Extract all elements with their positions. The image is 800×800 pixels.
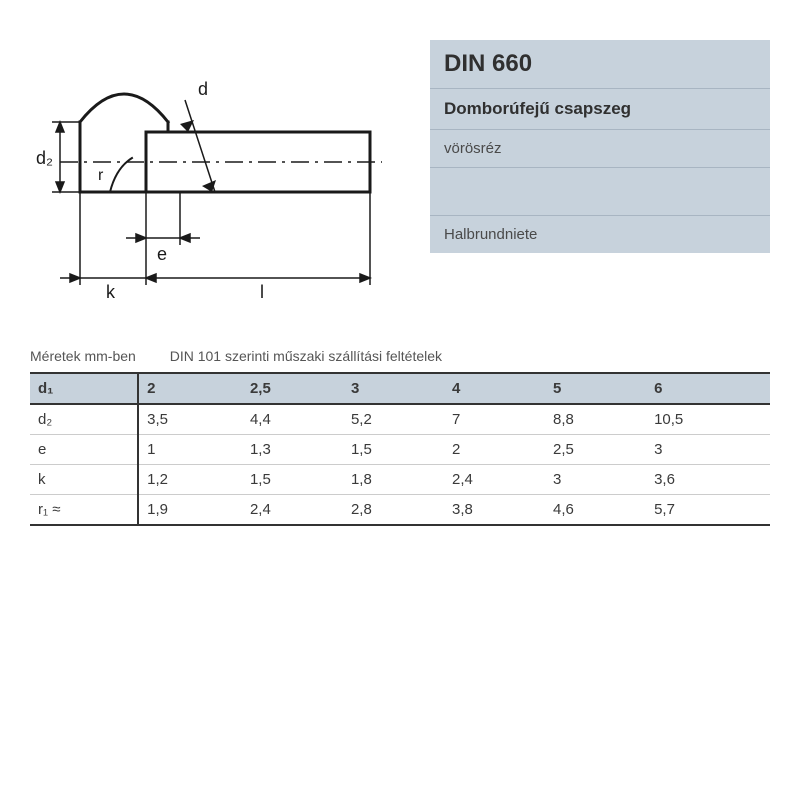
table-cell: 1,5 [343, 435, 444, 465]
table-cell: 2 [444, 435, 545, 465]
caption-units: Méretek mm-ben [30, 348, 136, 364]
table-cell: 3,8 [444, 495, 545, 526]
table-cell: 10,5 [646, 404, 770, 435]
table-row: e11,31,522,53 [30, 435, 770, 465]
caption-note: DIN 101 szerinti műszaki szállítási felt… [170, 348, 442, 364]
col-header: 6 [646, 373, 770, 404]
table-cell: 1,3 [242, 435, 343, 465]
diagram-label-k: k [106, 282, 116, 302]
table-cell: 3,5 [138, 404, 242, 435]
table-cell: 3 [646, 435, 770, 465]
table-cell: 1,9 [138, 495, 242, 526]
col-header: 2 [138, 373, 242, 404]
table-row: r₁ ≈1,92,42,83,84,65,7 [30, 495, 770, 526]
german-name: Halbrundniete [444, 226, 756, 243]
table-row: d₂3,54,45,278,810,5 [30, 404, 770, 435]
material: vörösréz [444, 140, 756, 157]
table-cell: 8,8 [545, 404, 646, 435]
diagram-label-d: d [198, 79, 208, 99]
table-cell: 3 [545, 465, 646, 495]
table-cell: 3,6 [646, 465, 770, 495]
dimension-table: d₁ 2 2,5 3 4 5 6 d₂3,54,45,278,810,5e11,… [30, 372, 770, 526]
table-cell: 2,8 [343, 495, 444, 526]
technical-diagram: d₂ d e [30, 40, 400, 310]
product-name: Domborúfejű csapszeg [444, 99, 756, 119]
col-header: 2,5 [242, 373, 343, 404]
table-cell: 1,2 [138, 465, 242, 495]
table-cell: 2,4 [242, 495, 343, 526]
row-label: k [30, 465, 138, 495]
col-header: 4 [444, 373, 545, 404]
row-label: e [30, 435, 138, 465]
din-code: DIN 660 [444, 50, 756, 78]
table-cell: 5,7 [646, 495, 770, 526]
table-cell: 4,6 [545, 495, 646, 526]
col-header: 5 [545, 373, 646, 404]
table-cell: 7 [444, 404, 545, 435]
row-label: d₂ [30, 404, 138, 435]
table-cell: 2,4 [444, 465, 545, 495]
table-cell: 5,2 [343, 404, 444, 435]
dimension-table-region: Méretek mm-ben DIN 101 szerinti műszaki … [0, 348, 800, 526]
diagram-label-l: l [260, 282, 264, 302]
info-panel: DIN 660 Domborúfejű csapszeg vörösréz Ha… [430, 40, 770, 253]
diagram-label-e: e [157, 244, 167, 264]
row-label: r₁ ≈ [30, 495, 138, 526]
diagram-label-r: r [98, 167, 104, 184]
table-cell: 1,5 [242, 465, 343, 495]
table-cell: 2,5 [545, 435, 646, 465]
table-cell: 4,4 [242, 404, 343, 435]
table-cell: 1 [138, 435, 242, 465]
col-header: 3 [343, 373, 444, 404]
header-d1: d₁ [30, 373, 138, 404]
table-cell: 1,8 [343, 465, 444, 495]
diagram-label-d2: d₂ [36, 148, 53, 168]
table-row: k1,21,51,82,433,6 [30, 465, 770, 495]
